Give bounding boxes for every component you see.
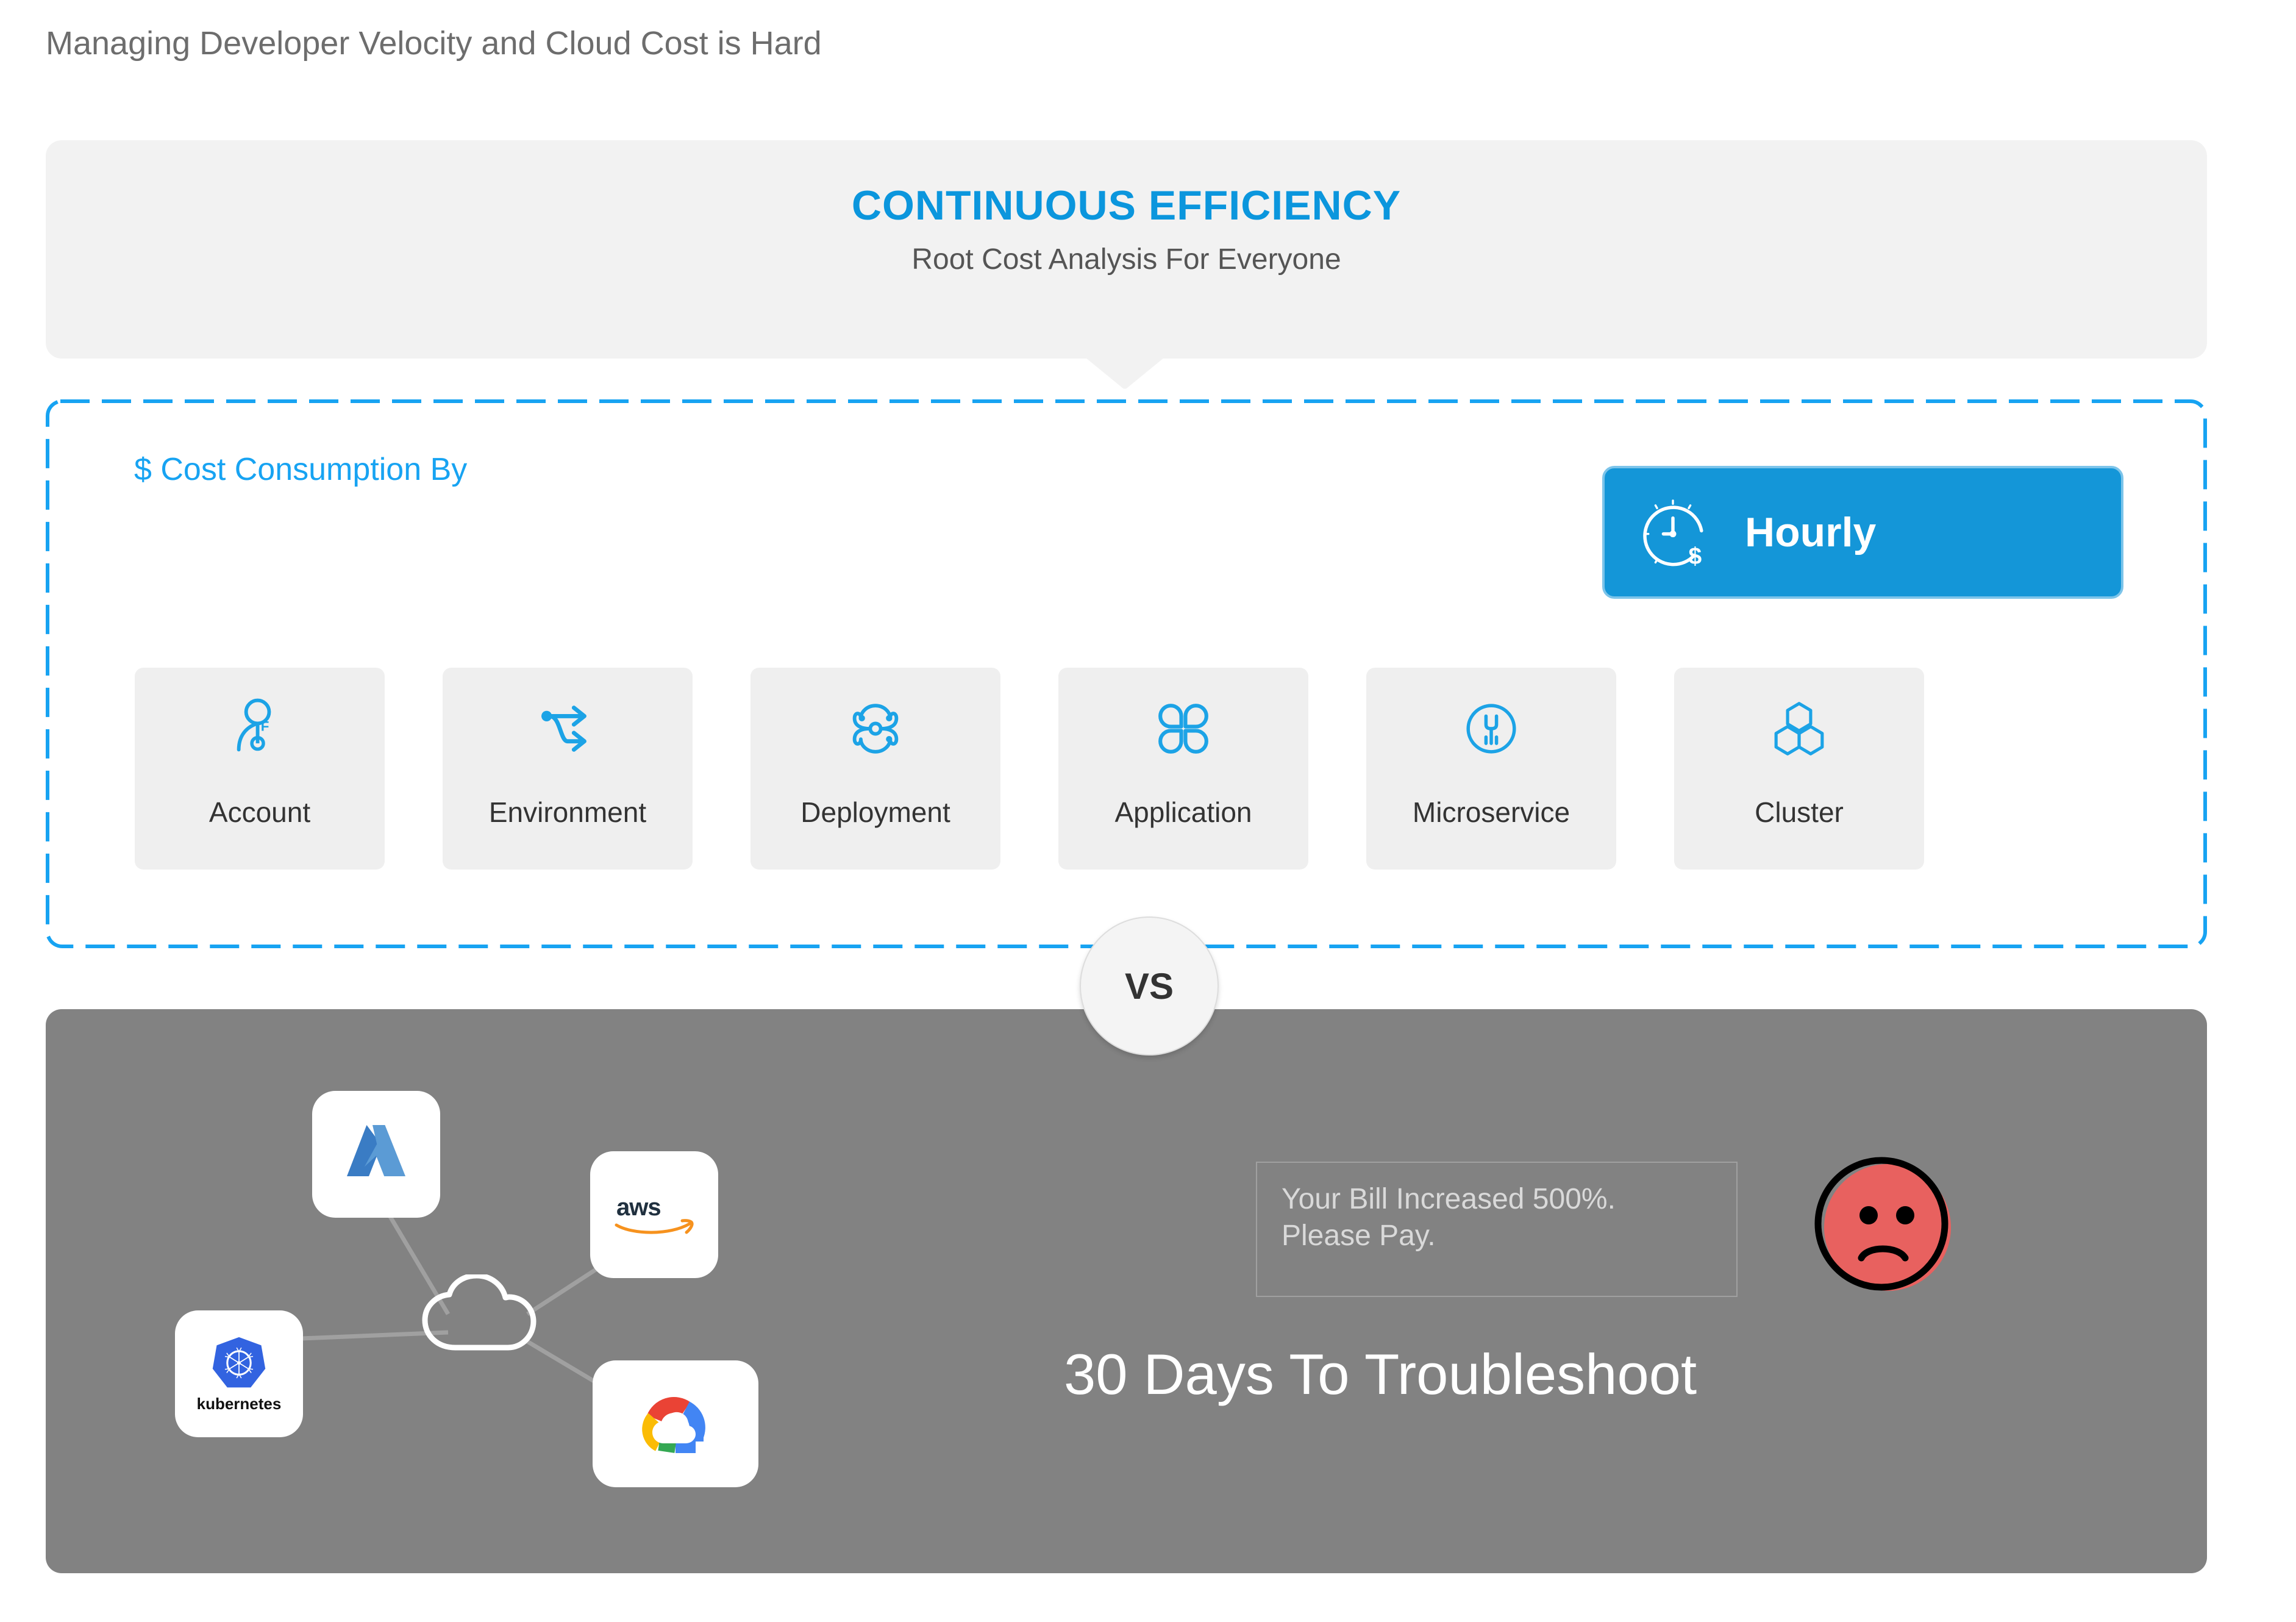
svg-text:$: $ [1689, 543, 1702, 570]
svg-text:aws: aws [616, 1194, 661, 1221]
svg-text:F: F [261, 718, 269, 734]
